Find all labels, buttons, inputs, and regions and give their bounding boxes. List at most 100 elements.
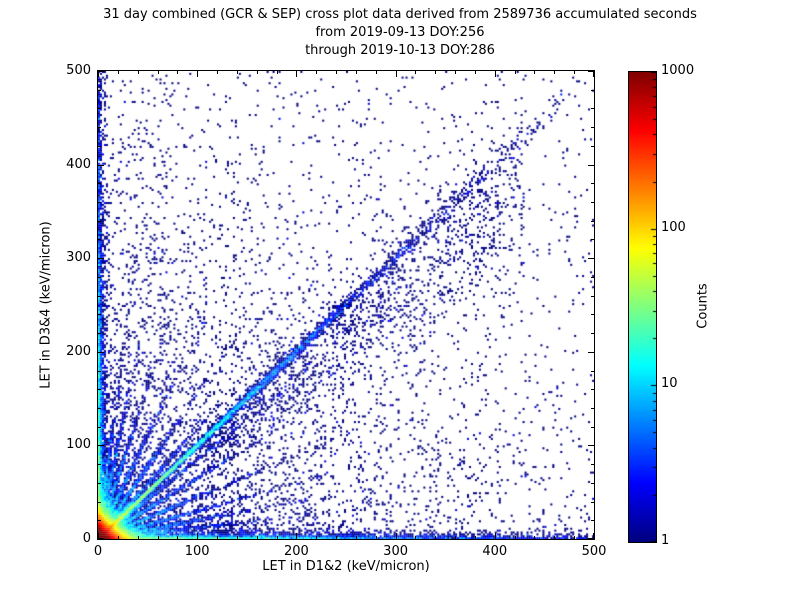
x-major-tick bbox=[197, 533, 198, 539]
y-minor-tick-right bbox=[591, 502, 594, 503]
y-minor-tick-right bbox=[591, 520, 594, 521]
x-minor-tick-top bbox=[316, 71, 317, 74]
x-minor-tick-top bbox=[475, 71, 476, 74]
y-minor-tick-right bbox=[591, 183, 594, 184]
y-minor-tick-right bbox=[591, 427, 594, 428]
title-line-1: 31 day combined (GCR & SEP) cross plot d… bbox=[103, 7, 697, 22]
x-minor-tick bbox=[415, 536, 416, 539]
colorbar-tick-label: 100 bbox=[661, 219, 686, 235]
y-major-tick-right bbox=[588, 165, 594, 166]
x-tick-label: 100 bbox=[184, 544, 210, 559]
x-major-tick-top bbox=[98, 71, 99, 77]
x-minor-tick-top bbox=[415, 71, 416, 74]
y-minor-tick bbox=[98, 146, 101, 147]
x-axis-label: LET in D1&2 (keV/micron) bbox=[262, 559, 430, 574]
y-major-tick bbox=[98, 445, 104, 446]
y-major-tick bbox=[98, 258, 104, 259]
x-major-tick bbox=[98, 533, 99, 539]
y-tick-label: 500 bbox=[66, 63, 91, 78]
x-major-tick bbox=[296, 533, 297, 539]
x-tick-label: 500 bbox=[581, 544, 607, 559]
x-minor-tick-top bbox=[435, 71, 436, 74]
y-minor-tick bbox=[98, 408, 101, 409]
x-minor-tick bbox=[455, 536, 456, 539]
colorbar-tick-label: 10 bbox=[661, 376, 678, 392]
x-minor-tick bbox=[177, 536, 178, 539]
x-minor-tick-top bbox=[574, 71, 575, 74]
x-minor-tick bbox=[277, 536, 278, 539]
x-minor-tick-top bbox=[336, 71, 337, 74]
x-minor-tick bbox=[138, 536, 139, 539]
y-minor-tick bbox=[98, 90, 101, 91]
y-major-tick-right bbox=[588, 352, 594, 353]
x-minor-tick bbox=[316, 536, 317, 539]
y-minor-tick-right bbox=[591, 90, 594, 91]
y-minor-tick-right bbox=[591, 127, 594, 128]
x-minor-tick bbox=[515, 536, 516, 539]
colorbar-tick-label: 1 bbox=[661, 533, 670, 548]
y-minor-tick bbox=[98, 108, 101, 109]
y-minor-tick bbox=[98, 502, 101, 503]
x-minor-tick bbox=[376, 536, 377, 539]
colorbar-tick-label: 1000 bbox=[661, 63, 695, 78]
plot-area bbox=[97, 70, 595, 540]
y-minor-tick bbox=[98, 239, 101, 240]
y-minor-tick-right bbox=[591, 333, 594, 334]
y-minor-tick bbox=[98, 371, 101, 372]
x-minor-tick-top bbox=[554, 71, 555, 74]
x-major-tick-top bbox=[495, 71, 496, 77]
y-minor-tick bbox=[98, 483, 101, 484]
y-minor-tick-right bbox=[591, 371, 594, 372]
y-minor-tick-right bbox=[591, 239, 594, 240]
y-tick-label: 100 bbox=[66, 437, 91, 453]
x-minor-tick-top bbox=[138, 71, 139, 74]
y-minor-tick bbox=[98, 221, 101, 222]
x-minor-tick bbox=[574, 536, 575, 539]
x-minor-tick bbox=[475, 536, 476, 539]
x-minor-tick bbox=[336, 536, 337, 539]
title-line-3: through 2019-10-13 DOY:286 bbox=[305, 43, 495, 58]
x-minor-tick-top bbox=[534, 71, 535, 74]
y-tick-label: 400 bbox=[66, 156, 91, 172]
x-major-tick bbox=[593, 533, 594, 539]
x-major-tick-top bbox=[197, 71, 198, 77]
x-tick-label: 300 bbox=[383, 544, 408, 559]
y-minor-tick-right bbox=[591, 296, 594, 297]
y-minor-tick-right bbox=[591, 221, 594, 222]
y-major-tick bbox=[98, 71, 104, 72]
colorbar-label: Counts bbox=[695, 283, 711, 329]
x-minor-tick-top bbox=[118, 71, 119, 74]
scatter-canvas bbox=[98, 71, 594, 539]
x-minor-tick bbox=[237, 536, 238, 539]
y-minor-tick bbox=[98, 333, 101, 334]
y-minor-tick-right bbox=[591, 202, 594, 203]
y-axis-label: LET in D3&4 (keV/micron) bbox=[38, 221, 54, 389]
y-minor-tick bbox=[98, 202, 101, 203]
y-minor-tick-right bbox=[591, 146, 594, 147]
y-major-tick bbox=[98, 165, 104, 166]
y-minor-tick-right bbox=[591, 389, 594, 390]
x-minor-tick bbox=[554, 536, 555, 539]
x-minor-tick-top bbox=[356, 71, 357, 74]
y-minor-tick-right bbox=[591, 314, 594, 315]
x-major-tick-top bbox=[296, 71, 297, 77]
x-tick-label: 200 bbox=[283, 544, 309, 559]
x-minor-tick-top bbox=[515, 71, 516, 74]
y-minor-tick bbox=[98, 427, 101, 428]
colorbar-canvas bbox=[629, 72, 656, 542]
colorbar bbox=[628, 71, 657, 543]
x-minor-tick-top bbox=[455, 71, 456, 74]
x-minor-tick-top bbox=[158, 71, 159, 74]
x-minor-tick-top bbox=[376, 71, 377, 74]
y-minor-tick-right bbox=[591, 108, 594, 109]
x-minor-tick-top bbox=[217, 71, 218, 74]
x-major-tick-top bbox=[396, 71, 397, 77]
x-major-tick bbox=[396, 533, 397, 539]
y-minor-tick bbox=[98, 183, 101, 184]
y-tick-label: 0 bbox=[82, 531, 91, 546]
x-minor-tick-top bbox=[177, 71, 178, 74]
x-minor-tick bbox=[356, 536, 357, 539]
x-major-tick bbox=[495, 533, 496, 539]
x-tick-label: 400 bbox=[482, 544, 508, 559]
